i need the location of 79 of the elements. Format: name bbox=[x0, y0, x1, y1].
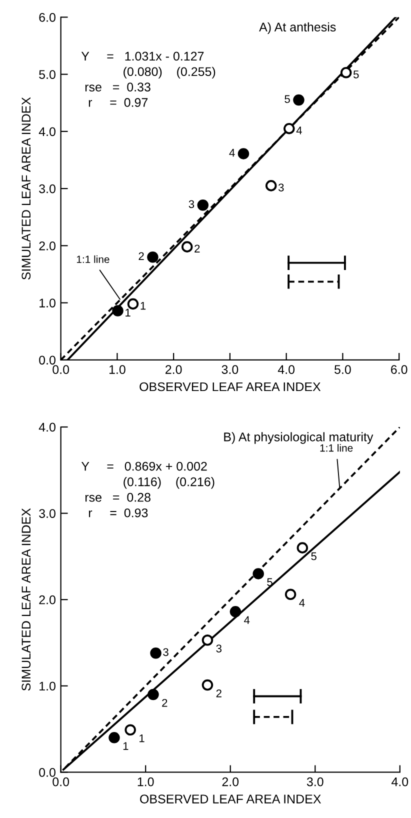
annotation: Y = 1.031x - 0.127 bbox=[81, 52, 204, 61]
y-tick-label: 6.0 bbox=[39, 12, 56, 22]
annotation: 2 bbox=[162, 698, 168, 707]
point bbox=[127, 298, 139, 310]
point bbox=[197, 199, 209, 211]
point bbox=[252, 568, 264, 580]
annotation: 4 bbox=[244, 616, 250, 624]
annotation: 1 bbox=[140, 734, 144, 742]
annotation: 3 bbox=[163, 648, 168, 656]
annotation: r = 0.97 bbox=[88, 98, 148, 107]
point bbox=[340, 66, 352, 78]
y-tick-label: 2.0 bbox=[39, 241, 56, 250]
x-tick-label: 1.0 bbox=[138, 777, 154, 786]
annotation: 4 bbox=[296, 126, 302, 134]
y-tick-label: 4.0 bbox=[38, 127, 56, 136]
x-tick-label: 3.0 bbox=[306, 777, 324, 786]
point bbox=[238, 148, 250, 160]
x-tick-label: 4.0 bbox=[278, 365, 295, 374]
annotation: 2 bbox=[194, 244, 200, 252]
x-tick-label: 2.0 bbox=[222, 777, 239, 786]
annotation: 3 bbox=[216, 644, 222, 652]
annotation: 3 bbox=[278, 184, 284, 192]
x-tick-label: 5.0 bbox=[334, 365, 351, 374]
point bbox=[124, 724, 136, 736]
point bbox=[284, 122, 295, 134]
point bbox=[293, 94, 304, 106]
y-tick-label: 3.0 bbox=[39, 184, 56, 194]
point bbox=[230, 606, 242, 618]
annotation: 4 bbox=[229, 148, 235, 157]
x-axis-title: OBSERVED LEAF AREA INDEX bbox=[140, 794, 321, 804]
annotation: 1:1 line bbox=[320, 444, 353, 452]
y-axis-title: SIMULATED LEAF AREA INDEX bbox=[22, 508, 31, 691]
y-axis-title: SIMULATED LEAF AREA INDEX bbox=[22, 97, 31, 280]
x-tick-label: 2.0 bbox=[166, 365, 182, 374]
annotation: 2 bbox=[216, 689, 222, 698]
y-tick-label: 3.0 bbox=[39, 509, 56, 518]
x-tick-label: 1.0 bbox=[109, 365, 126, 374]
annotation: 5 bbox=[353, 70, 359, 78]
x-axis-title: OBSERVED LEAF AREA INDEX bbox=[140, 382, 321, 392]
point bbox=[108, 732, 120, 744]
annotation: 1 bbox=[123, 742, 128, 750]
y-tick-label: 1.0 bbox=[40, 682, 56, 691]
annotation: 1 bbox=[126, 308, 130, 316]
annotation: 1 bbox=[140, 302, 146, 310]
x-tick-label: 4.0 bbox=[392, 777, 408, 786]
annotation: 2 bbox=[138, 252, 144, 260]
x-tick-label: 6.0 bbox=[391, 365, 408, 374]
annotation: 4 bbox=[299, 598, 305, 607]
point bbox=[150, 647, 162, 659]
annotation: rse = 0.33 bbox=[85, 82, 150, 92]
chart-title: B) At physiological maturity bbox=[224, 432, 374, 444]
y-tick-label: 0.0 bbox=[39, 768, 56, 777]
x-tick-label: 0.0 bbox=[52, 777, 70, 786]
point bbox=[148, 688, 159, 700]
annotation: 3 bbox=[188, 200, 194, 208]
point bbox=[147, 251, 158, 263]
annotation: 5 bbox=[311, 552, 316, 560]
point bbox=[112, 305, 124, 316]
annotation: Y = 0.869x + 0.002 bbox=[81, 462, 207, 471]
point bbox=[202, 679, 214, 691]
y-tick-label: 0.0 bbox=[39, 356, 56, 365]
y-tick-label: 1.0 bbox=[40, 298, 56, 308]
point bbox=[202, 634, 214, 646]
annotation: (0.080) (0.255) bbox=[124, 66, 216, 79]
point bbox=[284, 588, 296, 600]
y-tick-label: 5.0 bbox=[39, 70, 56, 79]
x-tick-label: 0.0 bbox=[52, 365, 70, 374]
point bbox=[181, 241, 193, 252]
x-tick-label: 3.0 bbox=[222, 365, 238, 374]
annotation: r = 0.93 bbox=[88, 508, 148, 518]
annotation: 5 bbox=[284, 95, 290, 103]
y-tick-label: 2.0 bbox=[39, 595, 56, 604]
point bbox=[296, 542, 308, 554]
chart-title: A) At anthesis bbox=[259, 22, 336, 34]
annotation: rse = 0.28 bbox=[85, 492, 150, 502]
annotation: 1:1 line bbox=[76, 255, 110, 264]
annotation: (0.116) (0.216) bbox=[124, 477, 214, 489]
y-tick-label: 4.0 bbox=[38, 422, 56, 432]
point bbox=[265, 180, 277, 192]
